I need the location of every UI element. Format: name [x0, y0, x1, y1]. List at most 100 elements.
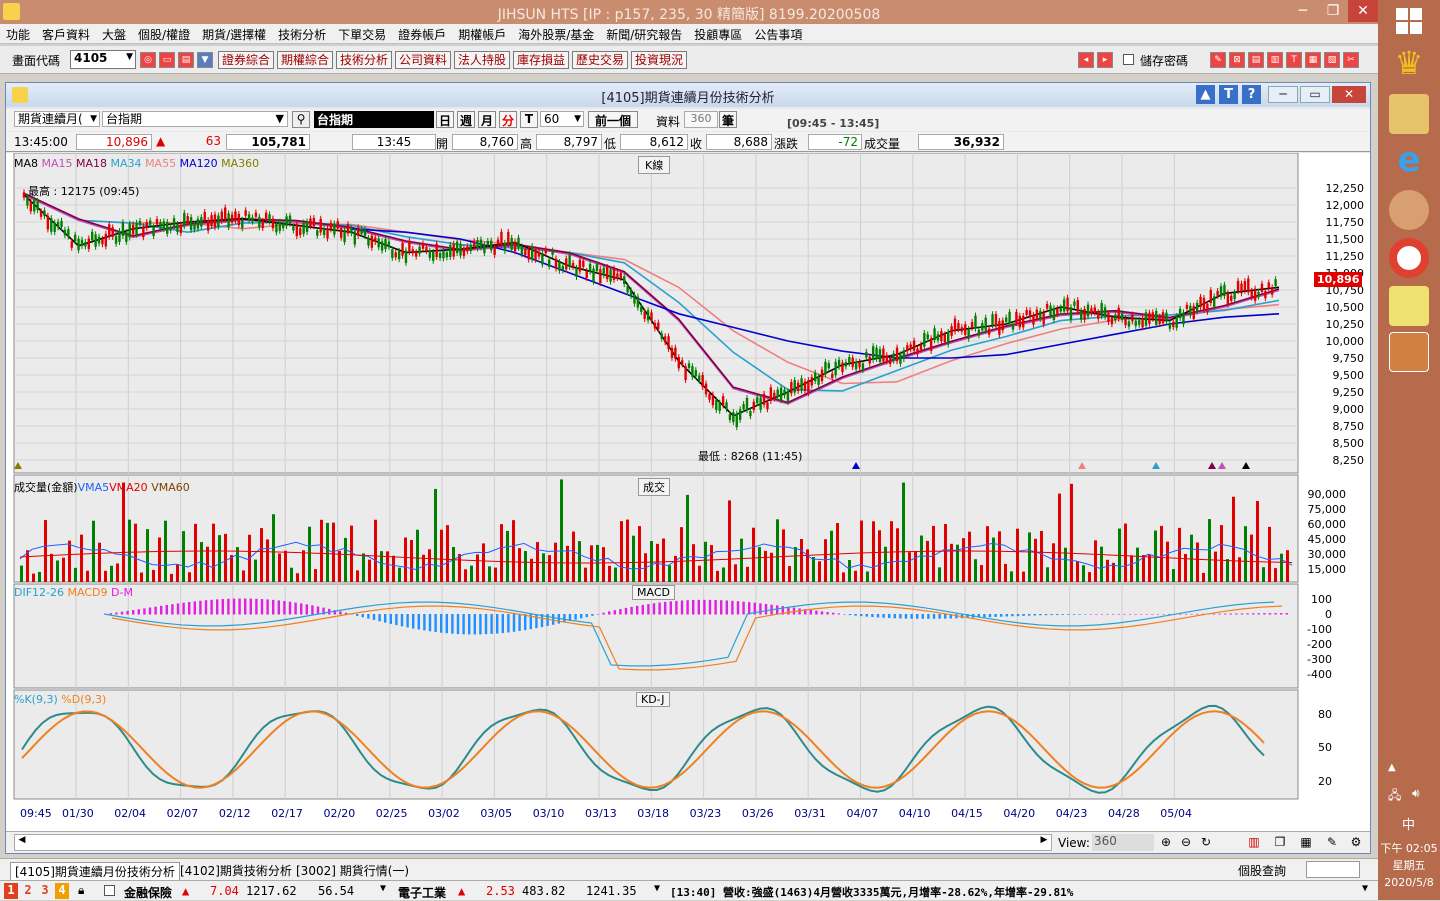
- search-icon[interactable]: ◎: [140, 52, 156, 68]
- settings-gear-icon[interactable]: ⚙: [1350, 835, 1362, 849]
- minimize-icon[interactable]: ─: [1298, 3, 1308, 19]
- network-icon[interactable]: 🖧︎: [1388, 788, 1402, 802]
- tool-icon[interactable]: ▤: [1248, 52, 1264, 68]
- period-month[interactable]: 月: [478, 111, 496, 128]
- tool-icon[interactable]: ▦: [1305, 52, 1321, 68]
- technical-chart[interactable]: 12,25012,00011,75011,50011,25011,00010,7…: [6, 152, 1370, 833]
- copy-icon[interactable]: ❐: [1274, 835, 1286, 849]
- menu-item[interactable]: 期權帳戶: [458, 28, 507, 42]
- volume-bar: [122, 482, 125, 582]
- print-icon[interactable]: ▤: [178, 52, 194, 68]
- dropdown-icon[interactable]: ▼: [654, 883, 661, 894]
- data-count-input[interactable]: 360: [684, 111, 718, 128]
- windows-start-icon[interactable]: [1396, 8, 1422, 34]
- ime-indicator[interactable]: 中: [1402, 818, 1416, 833]
- tab-4102[interactable]: [4102]期貨技術分析: [180, 864, 292, 878]
- unit-button[interactable]: 筆: [719, 111, 737, 128]
- contract-select[interactable]: 期貨連續月(▼: [14, 111, 100, 127]
- tray-up-icon[interactable]: ▲: [1388, 762, 1396, 773]
- indicator-icon[interactable]: ▥: [1248, 835, 1260, 849]
- minimize-icon[interactable]: ─: [1268, 86, 1298, 103]
- file-explorer-icon[interactable]: [1389, 94, 1429, 134]
- text-icon[interactable]: T: [1219, 85, 1238, 104]
- tool-icon[interactable]: ⊠: [1229, 52, 1245, 68]
- tool-icon[interactable]: ▧: [1324, 52, 1340, 68]
- search-icon[interactable]: ⚲: [292, 111, 310, 128]
- scroll-right-icon[interactable]: ▶: [1040, 835, 1048, 845]
- window-icon[interactable]: ▭: [159, 52, 175, 68]
- draw-icon[interactable]: ✎: [1326, 835, 1338, 849]
- menu-item[interactable]: 功能: [6, 28, 31, 42]
- menu-item[interactable]: 投顧專區: [694, 28, 743, 42]
- dropdown-icon[interactable]: ▼: [1362, 883, 1369, 894]
- tool-icon[interactable]: T: [1286, 52, 1302, 68]
- toolbar-button[interactable]: 證券綜合: [218, 51, 275, 69]
- page-3-button[interactable]: 3: [41, 883, 49, 897]
- toolbar-button[interactable]: 技術分析: [336, 51, 393, 69]
- crown-app-icon[interactable]: ♛: [1394, 44, 1424, 82]
- jihsun-hts-icon[interactable]: [1389, 332, 1429, 372]
- tool-icon[interactable]: ✎: [1210, 52, 1226, 68]
- tool-icon[interactable]: ✂: [1343, 52, 1359, 68]
- minute-select[interactable]: 60 ▼: [540, 111, 584, 127]
- save-password-checkbox[interactable]: [1123, 54, 1134, 65]
- toolbar-button[interactable]: 庫存損益: [513, 51, 570, 69]
- zoom-out-icon[interactable]: ⊖: [1180, 835, 1192, 849]
- period-minute[interactable]: 分: [499, 111, 517, 128]
- symbol-input[interactable]: 台指期 ▼: [102, 111, 288, 127]
- screen-code-input[interactable]: 4105 ▼: [70, 50, 136, 69]
- tab-3002[interactable]: [3002] 期貨行情(一): [296, 864, 410, 878]
- toolbar-button[interactable]: 法人持股: [454, 51, 511, 69]
- back-icon[interactable]: ◂: [1078, 52, 1094, 68]
- tab-4105[interactable]: [4105]期貨連續月份技術分析: [10, 862, 180, 881]
- close-icon[interactable]: ✕: [1332, 86, 1366, 103]
- period-day[interactable]: 日: [436, 111, 454, 128]
- sticky-notes-icon[interactable]: [1389, 286, 1429, 326]
- toolbar-button[interactable]: 投資現況: [631, 51, 688, 69]
- chart-area[interactable]: 12,25012,00011,75011,50011,25011,00010,7…: [6, 152, 1370, 833]
- scroll-left-icon[interactable]: ◀: [18, 835, 26, 845]
- close-icon[interactable]: ✕: [1348, 0, 1378, 22]
- restore-icon[interactable]: ❐: [1326, 3, 1340, 19]
- menu-item[interactable]: 技術分析: [278, 28, 327, 42]
- period-tick[interactable]: T: [520, 111, 538, 128]
- menu-item[interactable]: 大盤: [102, 28, 127, 42]
- menu-item[interactable]: 證券帳戶: [398, 28, 447, 42]
- zoom-in-icon[interactable]: ⊕: [1160, 835, 1172, 849]
- clock[interactable]: 下午 02:05 星期五 2020/5/8: [1378, 840, 1440, 891]
- period-week[interactable]: 週: [457, 111, 475, 128]
- news-ticker[interactable]: [13:40] 營收:強盛(1463)4月營收3335萬元,月增率-28.62%…: [670, 886, 1074, 899]
- volume-icon[interactable]: 🔊︎: [1412, 786, 1420, 800]
- menu-item[interactable]: 期貨/選擇權: [202, 28, 267, 42]
- help-icon[interactable]: ?: [1242, 85, 1261, 104]
- lock-icon[interactable]: 🔒︎: [78, 883, 85, 897]
- menu-item[interactable]: 下單交易: [338, 28, 387, 42]
- toolbar-button[interactable]: 公司資料: [395, 51, 452, 69]
- toolbar-button[interactable]: 期權綜合: [277, 51, 334, 69]
- menu-item[interactable]: 新聞/研究報告: [606, 28, 683, 42]
- dropdown-icon[interactable]: ▼: [380, 883, 387, 894]
- horizontal-scrollbar[interactable]: ◀ ▶: [14, 834, 1052, 851]
- arrow-up-icon[interactable]: ▲: [1196, 85, 1215, 104]
- menu-item[interactable]: 公告事項: [754, 28, 803, 42]
- chrome-icon[interactable]: [1389, 238, 1429, 278]
- restore-icon[interactable]: ▭: [1300, 86, 1330, 103]
- menu-item[interactable]: 個股/權證: [138, 28, 191, 42]
- prev-button[interactable]: 前一個: [588, 111, 638, 128]
- forward-icon[interactable]: ▸: [1097, 52, 1113, 68]
- ticker-checkbox[interactable]: [104, 885, 115, 896]
- view-value[interactable]: 360: [1092, 834, 1154, 851]
- dropdown-icon[interactable]: ▼: [197, 52, 213, 68]
- tool-icon[interactable]: ▥: [1267, 52, 1283, 68]
- page-4-button[interactable]: 4: [55, 883, 69, 899]
- refresh-icon[interactable]: ↻: [1200, 835, 1212, 849]
- paint-icon[interactable]: [1389, 190, 1429, 230]
- page-1-button[interactable]: 1: [4, 883, 18, 899]
- menu-item[interactable]: 海外股票/基金: [518, 28, 595, 42]
- internet-explorer-icon[interactable]: e: [1397, 140, 1421, 180]
- page-2-button[interactable]: 2: [24, 883, 32, 897]
- table-icon[interactable]: ▦: [1300, 835, 1312, 849]
- toolbar-button[interactable]: 歷史交易: [572, 51, 629, 69]
- stock-query-input[interactable]: [1306, 861, 1360, 878]
- menu-item[interactable]: 客戶資料: [42, 28, 91, 42]
